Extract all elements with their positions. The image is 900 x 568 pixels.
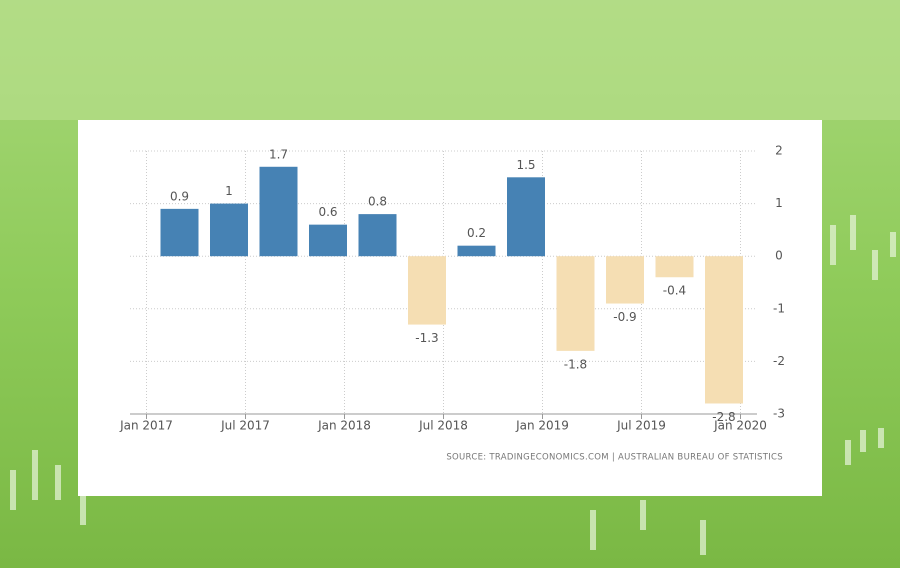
data-label: 1.5 [516, 158, 535, 172]
chart-panel [78, 120, 822, 496]
data-label: -1.8 [564, 357, 587, 371]
y-tick-label: -2 [773, 354, 785, 368]
x-tick-label: Jan 2020 [713, 419, 767, 433]
bar [160, 208, 199, 257]
data-label: -1.3 [415, 331, 438, 345]
x-tick-label: Jul 2018 [418, 419, 468, 433]
y-tick-label: 2 [775, 144, 783, 158]
y-tick-label: -3 [773, 407, 785, 421]
bar [210, 203, 248, 257]
bar [457, 245, 496, 257]
bar [358, 214, 397, 257]
bar [606, 256, 644, 304]
chart: -3 -2 -1 0 1 2 Jan 2017 Jul 2017 Jan 2018 Jul 201… [119, 144, 785, 433]
data-label: -2.8 [712, 410, 735, 424]
data-label: -0.4 [663, 284, 686, 298]
y-tick-label: 0 [775, 249, 783, 263]
banknote-area [0, 0, 900, 120]
data-label: 0.6 [318, 205, 337, 219]
x-tick-label: Jan 2019 [515, 419, 569, 433]
x-tick-label: Jul 2017 [220, 419, 270, 433]
source-note: SOURCE: TRADINGECONOMICS.COM | AUSTRALIA… [446, 453, 783, 463]
y-tick-label: -1 [773, 301, 785, 315]
x-tick-label: Jul 2019 [616, 419, 666, 433]
data-label: 0.2 [467, 226, 486, 240]
bar [556, 256, 595, 351]
x-tick-label: Jan 2018 [317, 419, 371, 433]
bar [408, 256, 446, 325]
data-label: -0.9 [613, 310, 636, 324]
bar [259, 166, 298, 257]
data-label: 0.8 [368, 195, 387, 209]
candlestick-decoration [10, 215, 896, 555]
data-label: 1.7 [269, 147, 288, 161]
data-label: 0.9 [170, 189, 189, 203]
bar [309, 224, 347, 257]
bar [655, 256, 694, 278]
x-tick-label: Jan 2017 [119, 419, 173, 433]
bar [705, 256, 743, 404]
y-tick-label: 1 [775, 196, 783, 210]
data-label: 1 [225, 184, 233, 198]
bar [507, 177, 545, 257]
